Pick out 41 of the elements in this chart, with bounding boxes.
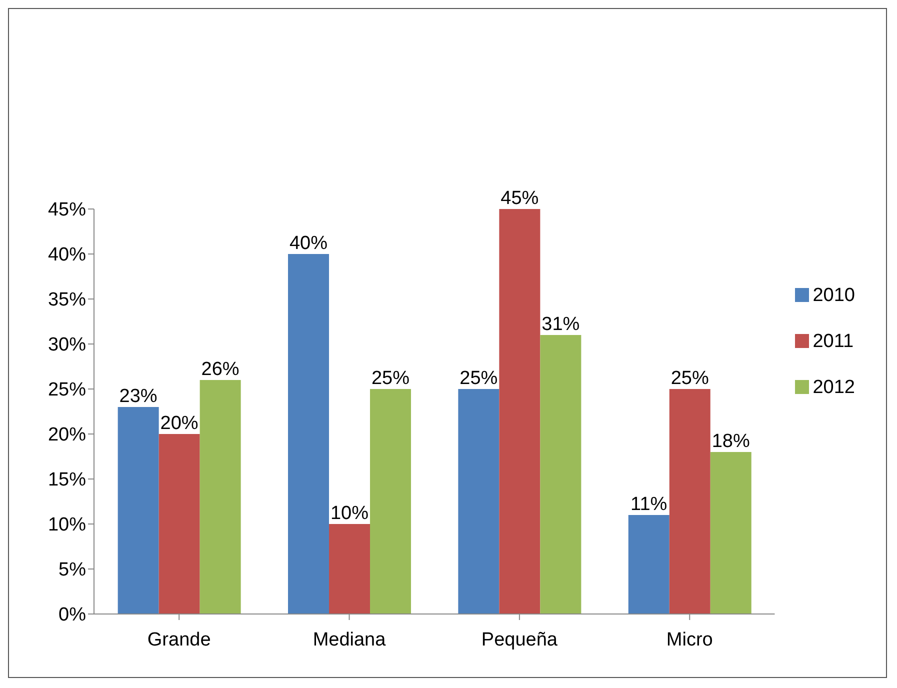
bar bbox=[710, 452, 752, 614]
bar bbox=[628, 515, 670, 614]
data-label: 11% bbox=[630, 494, 668, 515]
data-label: 10% bbox=[330, 503, 369, 524]
y-tick-label: 10% bbox=[48, 514, 86, 536]
legend-label: 2011 bbox=[812, 330, 854, 352]
bar bbox=[540, 335, 582, 614]
data-label: 20% bbox=[160, 413, 198, 434]
y-tick-label: 25% bbox=[48, 380, 86, 401]
data-label: 45% bbox=[500, 188, 539, 209]
bar bbox=[499, 209, 540, 614]
data-label: 40% bbox=[289, 233, 328, 254]
legend-label: 2012 bbox=[812, 376, 855, 398]
y-tick-label: 30% bbox=[48, 334, 86, 356]
data-label: 23% bbox=[119, 386, 158, 407]
legend-label: 2010 bbox=[812, 284, 855, 306]
bar bbox=[370, 389, 412, 614]
data-label: 25% bbox=[371, 368, 410, 389]
bar bbox=[329, 524, 370, 614]
x-tick-label: Mediana bbox=[312, 629, 386, 650]
y-tick-label: 5% bbox=[58, 560, 86, 581]
bar bbox=[158, 434, 200, 614]
bar bbox=[118, 407, 159, 614]
x-tick-label: Pequeña bbox=[481, 629, 558, 650]
y-tick-label: 20% bbox=[48, 424, 86, 446]
data-label: 26% bbox=[201, 359, 240, 380]
y-tick-label: 35% bbox=[48, 290, 86, 311]
bar bbox=[200, 380, 241, 614]
y-tick-label: 0% bbox=[58, 604, 86, 626]
data-label: 18% bbox=[712, 431, 750, 452]
data-label: 25% bbox=[460, 368, 498, 389]
y-tick-label: 15% bbox=[48, 470, 86, 491]
data-label: 25% bbox=[670, 368, 709, 389]
x-tick-label: Grande bbox=[147, 629, 211, 650]
data-label: 31% bbox=[542, 314, 580, 335]
y-tick-label: 45% bbox=[48, 200, 86, 221]
bar bbox=[458, 389, 500, 614]
bar bbox=[669, 389, 710, 614]
x-tick-label: Micro bbox=[666, 629, 713, 650]
y-tick-label: 40% bbox=[48, 244, 86, 266]
bar bbox=[288, 254, 330, 614]
